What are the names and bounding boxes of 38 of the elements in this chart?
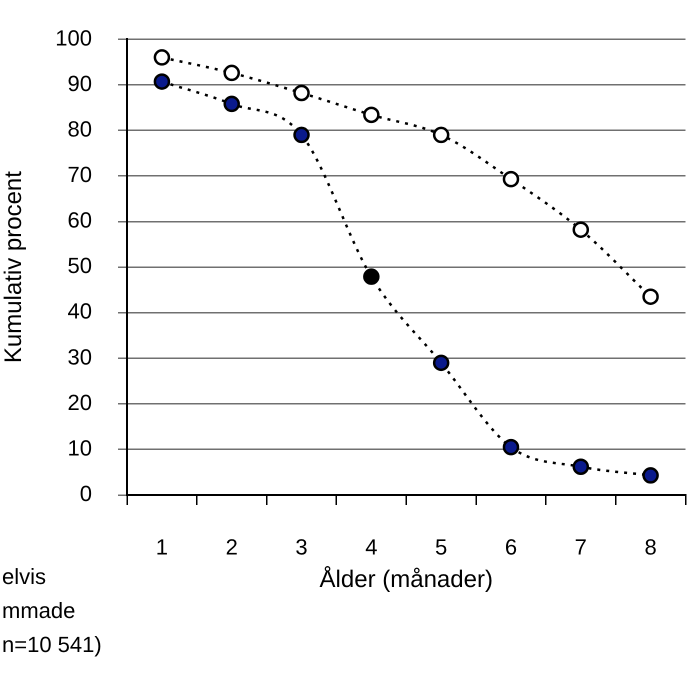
point (572, 458, 590, 475)
y-tick-label: 60 (68, 208, 92, 233)
point (432, 354, 450, 372)
x-axis-title: Ålder (månader) (320, 566, 493, 594)
point (223, 64, 240, 82)
point (642, 467, 659, 484)
point (502, 438, 520, 456)
x-tick-label: 3 (295, 534, 308, 560)
y-tick-label: 80 (68, 116, 92, 142)
x-tick-label: 7 (574, 534, 587, 560)
x-tick-label: 2 (226, 534, 238, 560)
point (154, 49, 170, 66)
y-tick-label: 50 (68, 253, 92, 278)
point (293, 84, 310, 102)
y-tick-label: 100 (55, 25, 92, 50)
point (223, 96, 240, 112)
point (432, 126, 450, 144)
y-axis-title: Kumulativ procent (0, 170, 28, 364)
text: elvis mmade n=10 541) (2, 563, 102, 659)
point (363, 268, 380, 285)
y-tick-label: 0 (80, 481, 92, 506)
point (642, 288, 659, 305)
point (154, 73, 170, 90)
y-tick-label: 10 (68, 435, 92, 460)
x-tick-label: 4 (365, 534, 378, 560)
point (363, 106, 380, 124)
y-tick-label: 20 (68, 390, 92, 415)
y-tick-label: 30 (68, 344, 92, 370)
x-tick-label: 1 (156, 534, 168, 560)
y-tick-label: 70 (68, 162, 92, 188)
y-tick-label: 90 (68, 70, 92, 96)
point (293, 126, 310, 144)
y-tick-label: 40 (68, 298, 92, 324)
point (502, 170, 520, 188)
x-tick-label: 5 (435, 534, 448, 560)
point (572, 221, 590, 238)
x-tick-label: 6 (504, 534, 518, 560)
x-tick-label: 8 (644, 534, 657, 560)
